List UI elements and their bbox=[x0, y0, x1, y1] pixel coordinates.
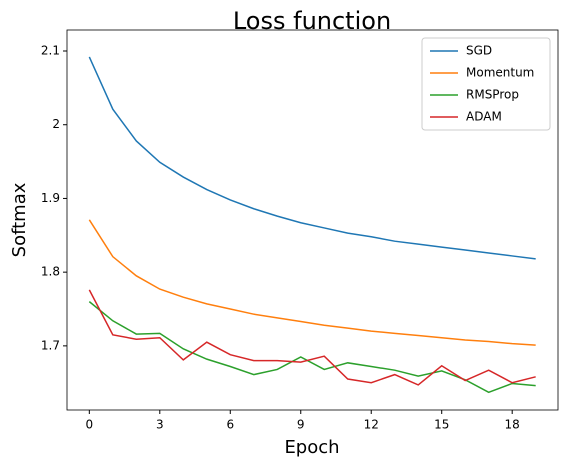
line bbox=[88, 219, 536, 346]
legend-box bbox=[421, 37, 551, 131]
x-axis-label: Epoch bbox=[284, 437, 339, 458]
y-tick-label: 2.1 bbox=[41, 44, 60, 58]
x-tick-label: 6 bbox=[226, 418, 234, 432]
plot-frame bbox=[66, 29, 559, 411]
line bbox=[88, 56, 536, 260]
x-tick-label: 18 bbox=[505, 418, 520, 432]
legend-label: SGD bbox=[466, 44, 492, 58]
y-tick-label: 1.9 bbox=[41, 191, 60, 205]
chart-title: Loss function bbox=[233, 7, 391, 35]
y-axis-label: Softmax bbox=[9, 182, 30, 257]
x-tick-label: 15 bbox=[434, 418, 449, 432]
legend-label: Momentum bbox=[466, 66, 534, 80]
line bbox=[88, 289, 536, 386]
y-tick-label: 2 bbox=[52, 117, 60, 131]
x-tick-label: 12 bbox=[364, 418, 379, 432]
x-tick-label: 3 bbox=[156, 418, 164, 432]
legend-label: ADAM bbox=[466, 110, 502, 124]
x-tick-label: 0 bbox=[85, 418, 93, 432]
y-tick-label: 1.8 bbox=[41, 265, 60, 279]
legend-label: RMSProp bbox=[466, 88, 519, 102]
x-tick-label: 9 bbox=[297, 418, 305, 432]
y-tick-label: 1.7 bbox=[41, 338, 60, 352]
